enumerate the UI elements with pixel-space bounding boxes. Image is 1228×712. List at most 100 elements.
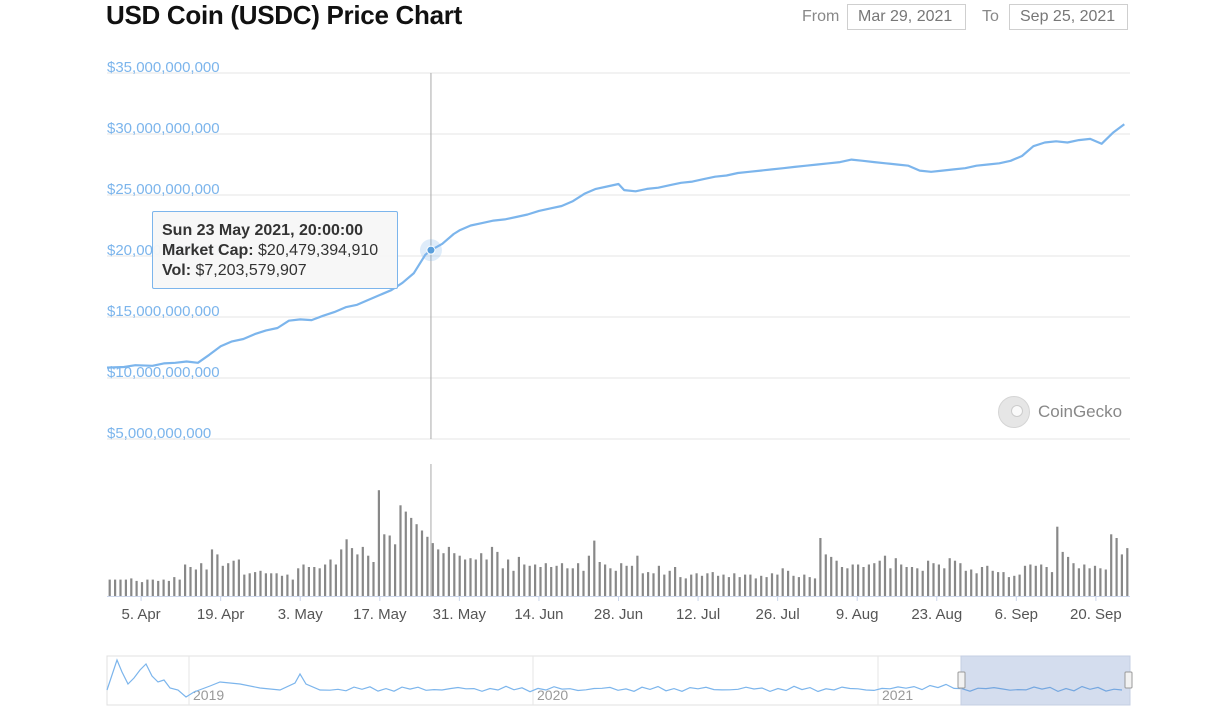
volume-bar xyxy=(512,570,515,596)
volume-bar xyxy=(927,560,930,596)
volume-bar xyxy=(598,562,601,596)
volume-bar xyxy=(415,524,418,596)
volume-bar xyxy=(636,555,639,596)
volume-bar xyxy=(792,575,795,596)
volume-bar xyxy=(221,565,224,596)
volume-bar xyxy=(1045,567,1048,596)
volume-bar xyxy=(119,579,122,596)
volume-bar xyxy=(905,567,908,596)
highlight-point xyxy=(426,245,436,255)
watermark-text: CoinGecko xyxy=(1038,402,1123,421)
volume-bar xyxy=(1072,563,1075,596)
volume-bar xyxy=(453,553,456,596)
volume-bar xyxy=(620,563,623,596)
volume-bar xyxy=(577,563,580,596)
volume-bar xyxy=(1023,565,1027,596)
volume-bar xyxy=(1056,526,1059,596)
tooltip-date: Sun 23 May 2021, 20:00:00 xyxy=(162,222,364,239)
volume-bar xyxy=(964,570,967,596)
volume-bar xyxy=(970,569,973,596)
volume-bar xyxy=(404,511,407,596)
market-cap-line xyxy=(106,123,1125,369)
x-tick-label: 26. Jul xyxy=(756,606,800,623)
volume-bar xyxy=(178,579,181,596)
volume-bar xyxy=(1120,554,1123,596)
tooltip-market-cap: Market Cap: $20,479,394,910 xyxy=(162,241,388,261)
x-tick-label: 14. Jun xyxy=(514,606,563,623)
volume-bar xyxy=(420,530,424,596)
volume-bar xyxy=(507,559,510,596)
volume-bar xyxy=(189,567,192,596)
volume-bar xyxy=(157,580,160,596)
volume-bar xyxy=(744,574,747,596)
volume-bar xyxy=(1077,568,1080,596)
volume-bar xyxy=(340,549,343,596)
from-date-input[interactable] xyxy=(847,4,966,30)
volume-bar xyxy=(695,573,698,596)
volume-bar xyxy=(501,568,504,596)
volume-bar xyxy=(824,554,827,596)
volume-bar xyxy=(345,539,348,596)
volume-bar xyxy=(264,573,267,596)
volume-bar xyxy=(286,574,289,596)
volume-bar xyxy=(324,564,327,596)
volume-bar xyxy=(146,579,149,596)
volume-bar xyxy=(431,543,434,596)
coingecko-watermark: CoinGecko xyxy=(998,396,1128,430)
volume-bar xyxy=(1099,568,1102,596)
volume-bar xyxy=(184,564,187,596)
volume-bar xyxy=(566,568,569,596)
volume-bar xyxy=(733,573,736,596)
volume-bar xyxy=(647,572,650,596)
volume-bar xyxy=(749,574,752,596)
volume-bar xyxy=(760,575,763,596)
volume-bar xyxy=(167,580,170,596)
volume-bar xyxy=(442,553,445,596)
volume-bar xyxy=(937,564,940,596)
y-tick-label: $25,000,000,000 xyxy=(107,181,220,198)
volume-bar xyxy=(1126,548,1129,596)
volume-bar xyxy=(883,555,887,596)
volume-bar xyxy=(781,568,784,596)
volume-bar xyxy=(108,579,111,596)
volume-bar xyxy=(819,538,822,596)
y-tick-label: $30,000,000,000 xyxy=(107,120,220,137)
volume-bar xyxy=(1110,534,1113,596)
volume-bar xyxy=(232,560,235,596)
volume-bar xyxy=(1104,569,1107,596)
volume-bar xyxy=(388,535,391,596)
volume-bar xyxy=(464,559,467,596)
x-tick-label: 31. May xyxy=(433,606,487,623)
x-tick-label: 17. May xyxy=(353,606,407,623)
volume-bar xyxy=(711,572,714,596)
volume-bar xyxy=(243,574,246,596)
volume-bar xyxy=(399,505,402,596)
volume-bar xyxy=(275,573,278,596)
volume-bar xyxy=(690,574,693,596)
volume-bar xyxy=(544,563,547,596)
y-tick-label: $35,000,000,000 xyxy=(107,59,220,76)
volume-bar xyxy=(1115,538,1118,596)
navigator-selection[interactable] xyxy=(960,655,1131,706)
tooltip-market-cap-label: Market Cap: xyxy=(162,242,254,259)
navigator-handle[interactable] xyxy=(1124,671,1133,689)
tooltip-volume: Vol: $7,203,579,907 xyxy=(162,261,388,281)
from-label: From xyxy=(802,8,840,25)
volume-bar xyxy=(469,558,472,596)
to-label: To xyxy=(982,8,999,25)
volume-bar xyxy=(609,568,612,596)
volume-bar xyxy=(1002,572,1005,596)
volume-bar xyxy=(684,578,687,596)
volume-bar xyxy=(787,570,790,596)
volume-bar xyxy=(663,574,666,596)
volume-bar xyxy=(991,570,994,596)
chart-tooltip: Sun 23 May 2021, 20:00:00 Market Cap: $2… xyxy=(152,211,398,289)
to-date-input[interactable] xyxy=(1009,4,1128,30)
volume-bar xyxy=(867,564,870,596)
y-tick-label: $15,000,000,000 xyxy=(107,303,220,320)
x-tick-label: 23. Aug xyxy=(911,606,962,623)
volume-bar xyxy=(313,567,316,596)
volume-bar xyxy=(350,548,354,596)
navigator-handle[interactable] xyxy=(957,671,966,689)
